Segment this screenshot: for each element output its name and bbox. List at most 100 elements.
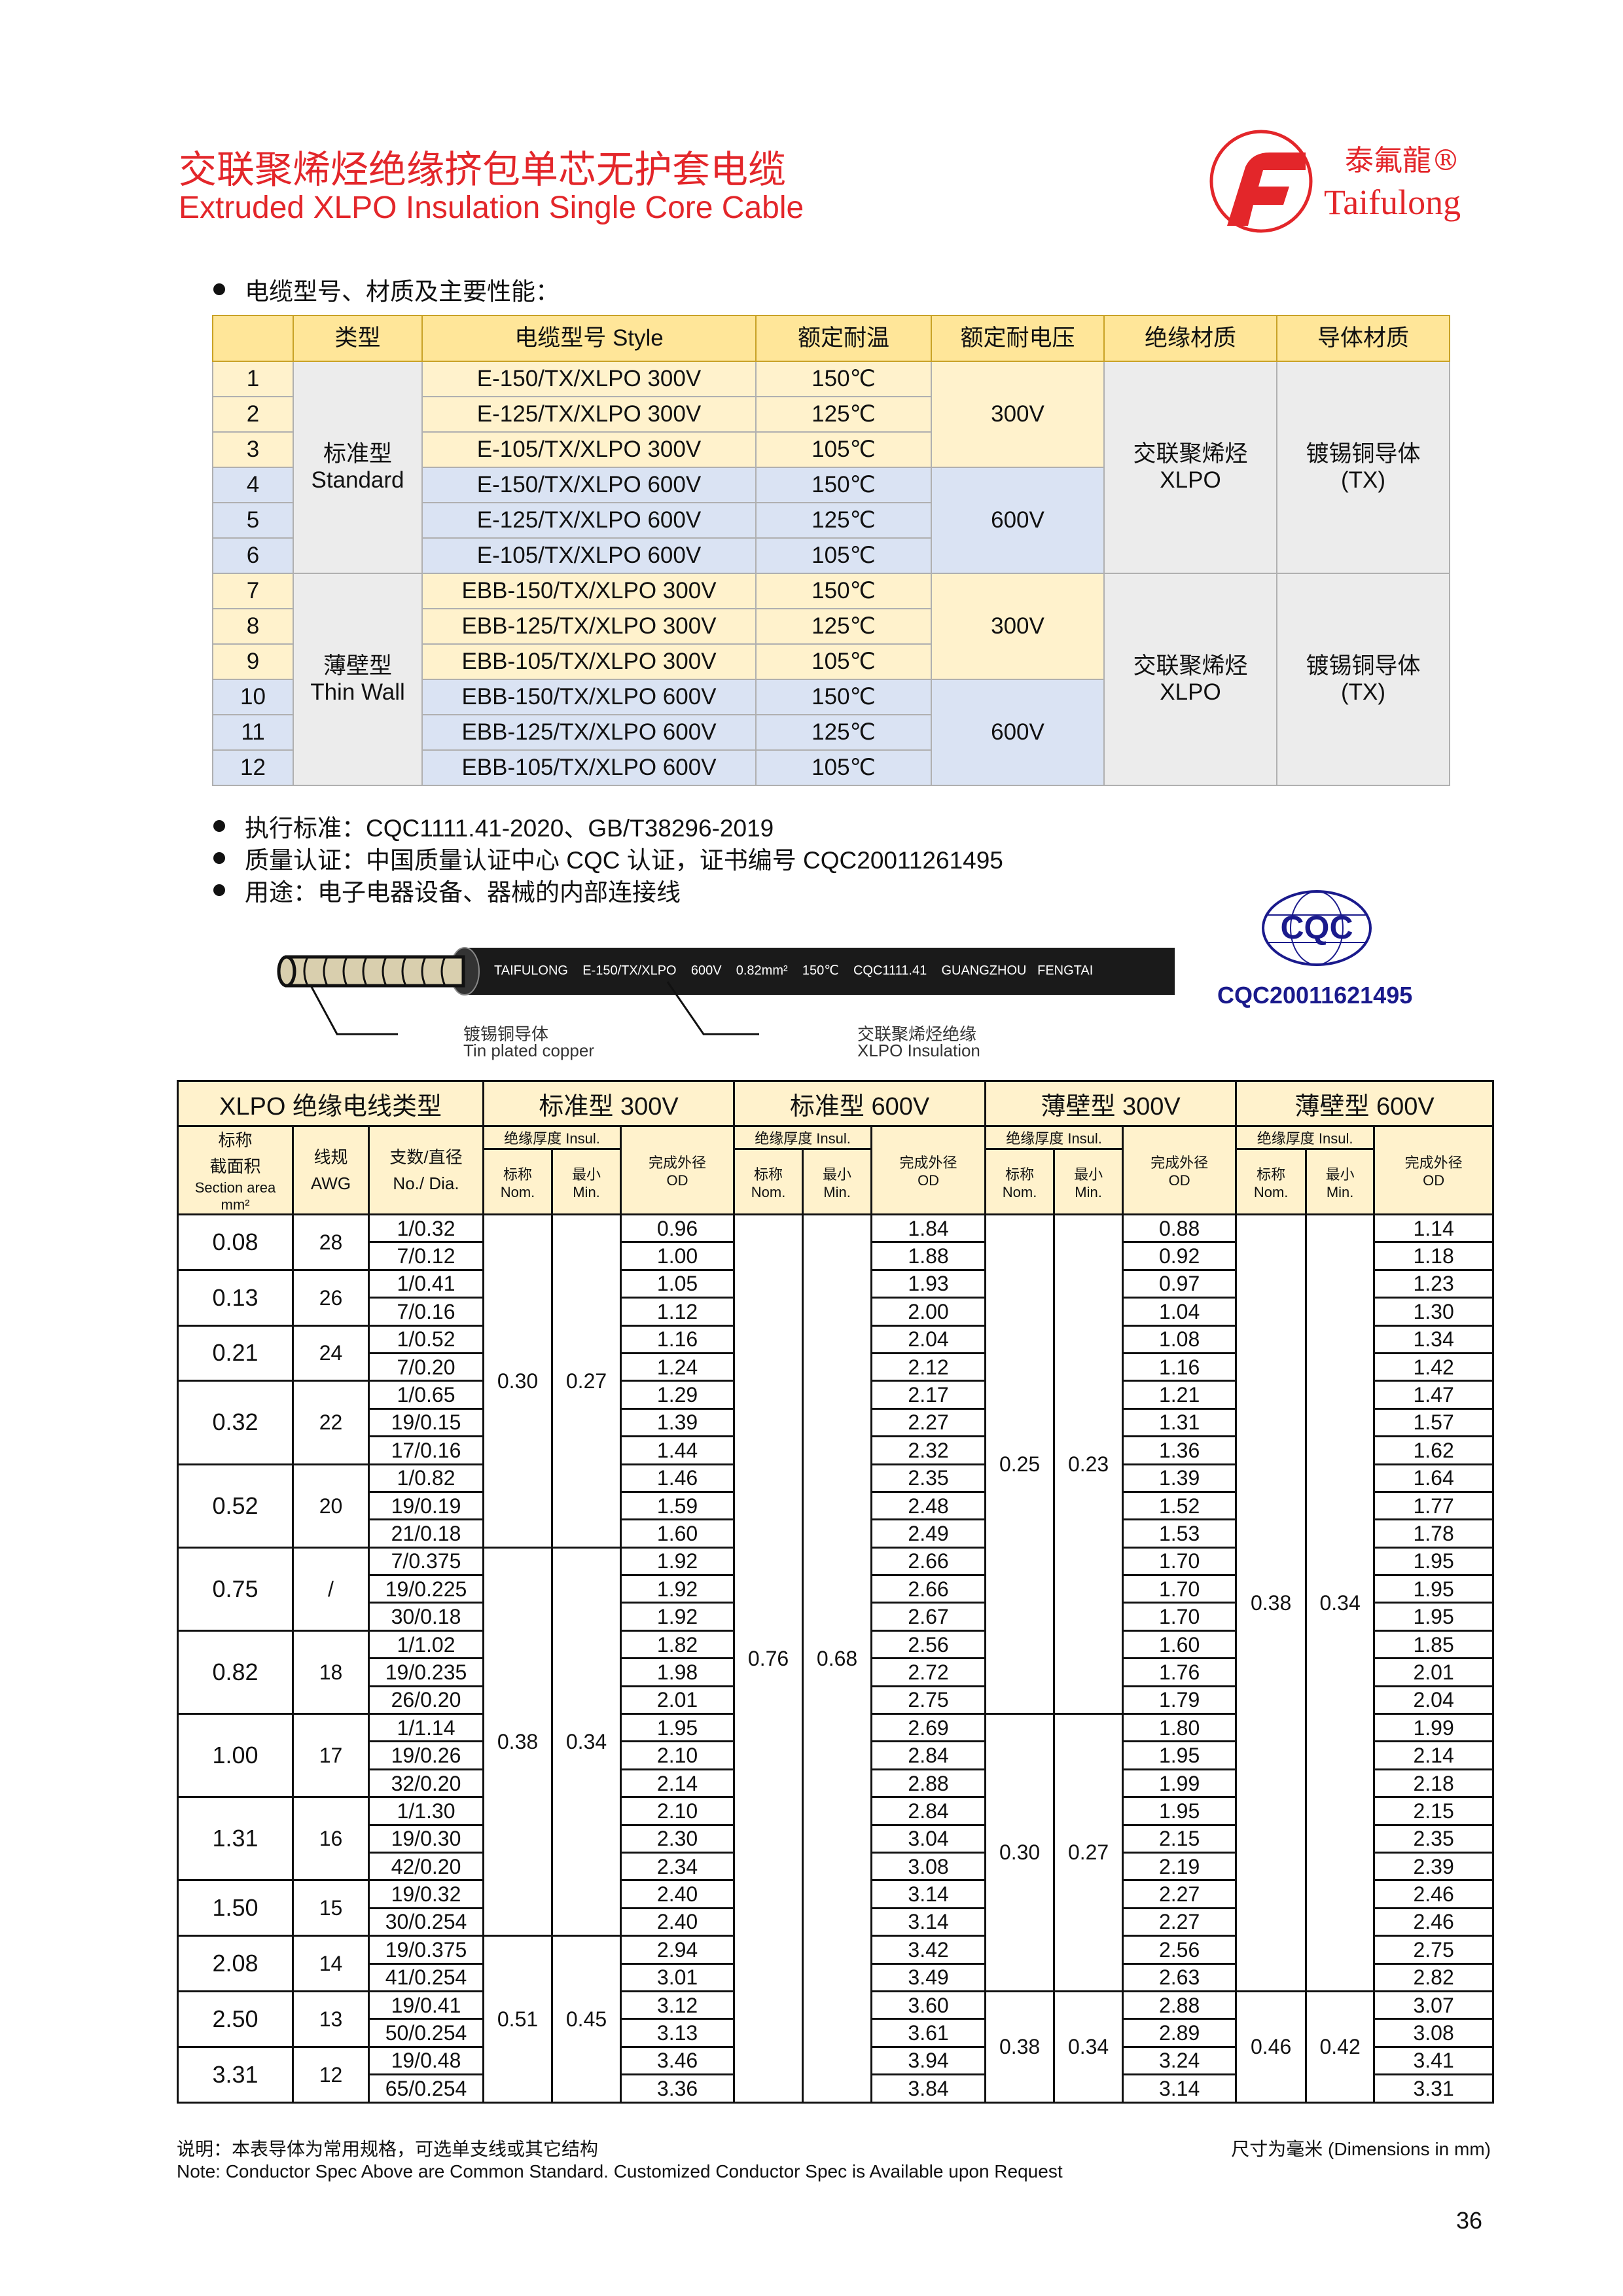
outer-diameter: 3.36 [620, 2073, 736, 2104]
strand-diameter: 1/0.41 [367, 1268, 485, 1299]
outer-diameter: 2.82 [1373, 1962, 1495, 1992]
outer-diameter: 1.16 [1122, 1352, 1238, 1382]
outer-diameter: 1.18 [1373, 1241, 1495, 1271]
outer-diameter: 1.92 [620, 1574, 736, 1604]
outer-diameter: 3.42 [870, 1935, 987, 1965]
outer-diameter: 2.19 [1122, 1851, 1238, 1882]
table-row: 19/0.235 1.98 2.72 1.76 2.01 [178, 1657, 1495, 1687]
outer-diameter: 1.05 [620, 1268, 736, 1299]
table-row: 19/0.225 1.92 2.66 1.70 1.95 [178, 1574, 1495, 1604]
outer-diameter: 2.32 [870, 1435, 987, 1465]
spec-row: 3 E-105/TX/XLPO 300V 105℃ [212, 431, 1450, 468]
insulation-minimum: 0.42 [1305, 1990, 1376, 2104]
outer-diameter: 1.46 [620, 1463, 736, 1493]
outer-diameter: 1.44 [620, 1435, 736, 1465]
outer-diameter: 1.95 [1373, 1574, 1495, 1604]
spec-header-cell: 额定耐电压 [931, 315, 1105, 362]
strand-diameter: 1/0.32 [367, 1213, 485, 1244]
outer-diameter: 1.92 [620, 1546, 736, 1577]
outer-diameter: 1.21 [1122, 1380, 1238, 1410]
outer-diameter: 2.56 [870, 1629, 987, 1660]
strand-diameter: 32/0.20 [367, 1768, 485, 1799]
outer-diameter: 2.04 [870, 1324, 987, 1354]
cable-style: EBB-150/TX/XLPO 300V [421, 573, 757, 609]
awg: 28 [292, 1213, 370, 1271]
outer-diameter: 3.14 [870, 1907, 987, 1937]
col-outer-diameter: 完成外径 OD [870, 1125, 987, 1215]
outer-diameter: 1.77 [1373, 1490, 1495, 1521]
outer-diameter: 2.40 [620, 1907, 736, 1937]
outer-diameter: 1.70 [1122, 1546, 1238, 1577]
outer-diameter: 2.49 [870, 1518, 987, 1549]
table-row: 65/0.254 3.36 3.84 3.14 3.31 [178, 2073, 1495, 2104]
header-row-sub: 标称 Nom. 最小 Min. 标称 Nom. 最小 Min. 标称 Nom. 最小 Mi… [178, 1148, 1493, 1215]
row-number: 1 [212, 361, 294, 397]
table-row: 0.13 26 1/0.41 1.05 1.93 0.97 1.23 [177, 1268, 1495, 1327]
col-nominal: 标称 Nom. [984, 1148, 1056, 1215]
outer-diameter: 0.97 [1122, 1268, 1238, 1299]
outer-diameter: 1.99 [1373, 1713, 1495, 1743]
group-header: 标准型 300V [482, 1080, 736, 1127]
insulation-nominal: 0.76 [733, 1213, 804, 2104]
table-row: 19/0.30 2.30 3.04 2.15 2.35 [178, 1823, 1495, 1854]
rated-voltage: 300V [931, 361, 1105, 468]
cable-style: E-125/TX/XLPO 600V [421, 502, 757, 539]
section-area: 2.50 [177, 1990, 294, 2048]
outer-diameter: 1.39 [1122, 1463, 1238, 1493]
awg: 17 [292, 1713, 370, 1799]
section-area: 0.75 [177, 1546, 294, 1632]
outer-diameter: 1.53 [1122, 1518, 1238, 1549]
cable-style: E-105/TX/XLPO 300V [421, 431, 757, 468]
outer-diameter: 0.96 [620, 1213, 736, 1244]
bullet-certification: 质量认证：中国质量认证中心 CQC 认证，证书编号 CQC20011261495 [213, 840, 1003, 876]
strand-diameter: 42/0.20 [367, 1851, 485, 1882]
svg-text:CQC: CQC [1280, 909, 1353, 946]
outer-diameter: 1.60 [620, 1518, 736, 1549]
outer-diameter: 1.99 [1122, 1768, 1238, 1799]
cable-style: E-125/TX/XLPO 300V [421, 396, 757, 433]
strand-diameter: 7/0.375 [367, 1546, 485, 1577]
outer-diameter: 2.88 [870, 1768, 987, 1799]
outer-diameter: 1.95 [620, 1713, 736, 1743]
outer-diameter: 2.66 [870, 1546, 987, 1577]
insulation-nominal: 0.46 [1235, 1990, 1308, 2104]
awg: 22 [292, 1380, 370, 1465]
col-minimum: 最小 Min. [1053, 1148, 1124, 1215]
spec-row: 11 EBB-125/TX/XLPO 600V 125℃ [212, 714, 1450, 751]
outer-diameter: 3.13 [620, 2018, 736, 2048]
outer-diameter: 2.15 [1122, 1823, 1238, 1854]
strand-diameter: 50/0.254 [367, 2018, 485, 2048]
outer-diameter: 3.49 [870, 1962, 987, 1992]
strand-diameter: 19/0.48 [367, 2045, 485, 2076]
svg-text:Taifulong: Taifulong [1324, 183, 1461, 222]
cable-print-text: TAIFULONG E-150/TX/XLPO 600V 0.82mm² 150… [494, 963, 1094, 978]
table-row: 0.75/7/0.375 0.38 0.34 1.92 2.66 1.70 1.95 [177, 1546, 1495, 1937]
spec-row: 7 薄壁型 Thin Wall EBB-150/TX/XLPO 300V 150℃ 30… [212, 573, 1450, 786]
strand-diameter: 1/0.65 [367, 1380, 485, 1410]
outer-diameter: 1.88 [870, 1241, 987, 1271]
strand-diameter: 1/1.30 [367, 1796, 485, 1826]
rated-temperature: 125℃ [755, 714, 932, 751]
outer-diameter: 2.10 [620, 1796, 736, 1826]
header-row-groups: XLPO 绝缘电线类型 标准型 300V 标准型 600V 薄壁型 300V 薄壁型 6… [176, 1080, 1495, 1127]
spec-header-cell [212, 315, 294, 362]
section-area: 0.13 [177, 1268, 294, 1327]
cable-type: 薄壁型 Thin Wall [293, 573, 423, 786]
outer-diameter: 2.46 [1373, 1879, 1495, 1909]
bullet-standard: 执行标准：CQC1111.41-2020、GB/T38296-2019 [213, 808, 774, 844]
table-row: 30/0.254 2.40 3.14 2.27 2.46 [178, 1907, 1495, 1937]
outer-diameter: 3.14 [870, 1879, 987, 1909]
outer-diameter: 2.04 [1373, 1685, 1495, 1715]
col-nominal: 标称 Nom. [733, 1148, 804, 1215]
strand-diameter: 7/0.16 [367, 1297, 485, 1327]
outer-diameter: 1.70 [1122, 1602, 1238, 1632]
outer-diameter: 2.63 [1122, 1962, 1238, 1992]
awg: 14 [292, 1935, 370, 1992]
outer-diameter: 1.59 [620, 1490, 736, 1521]
units-note: 尺寸为毫米 (Dimensions in mm) [1231, 2139, 1491, 2159]
spec-row: 4 E-150/TX/XLPO 600V 150℃ 600V [212, 467, 1450, 574]
conductor-label-en: Tin plated copper [463, 1041, 594, 1060]
table-row: 0.82 18 1/1.02 1.82 2.56 1.60 1.85 [177, 1629, 1495, 1715]
row-number: 12 [212, 749, 294, 786]
section-area: 3.31 [177, 2045, 294, 2104]
